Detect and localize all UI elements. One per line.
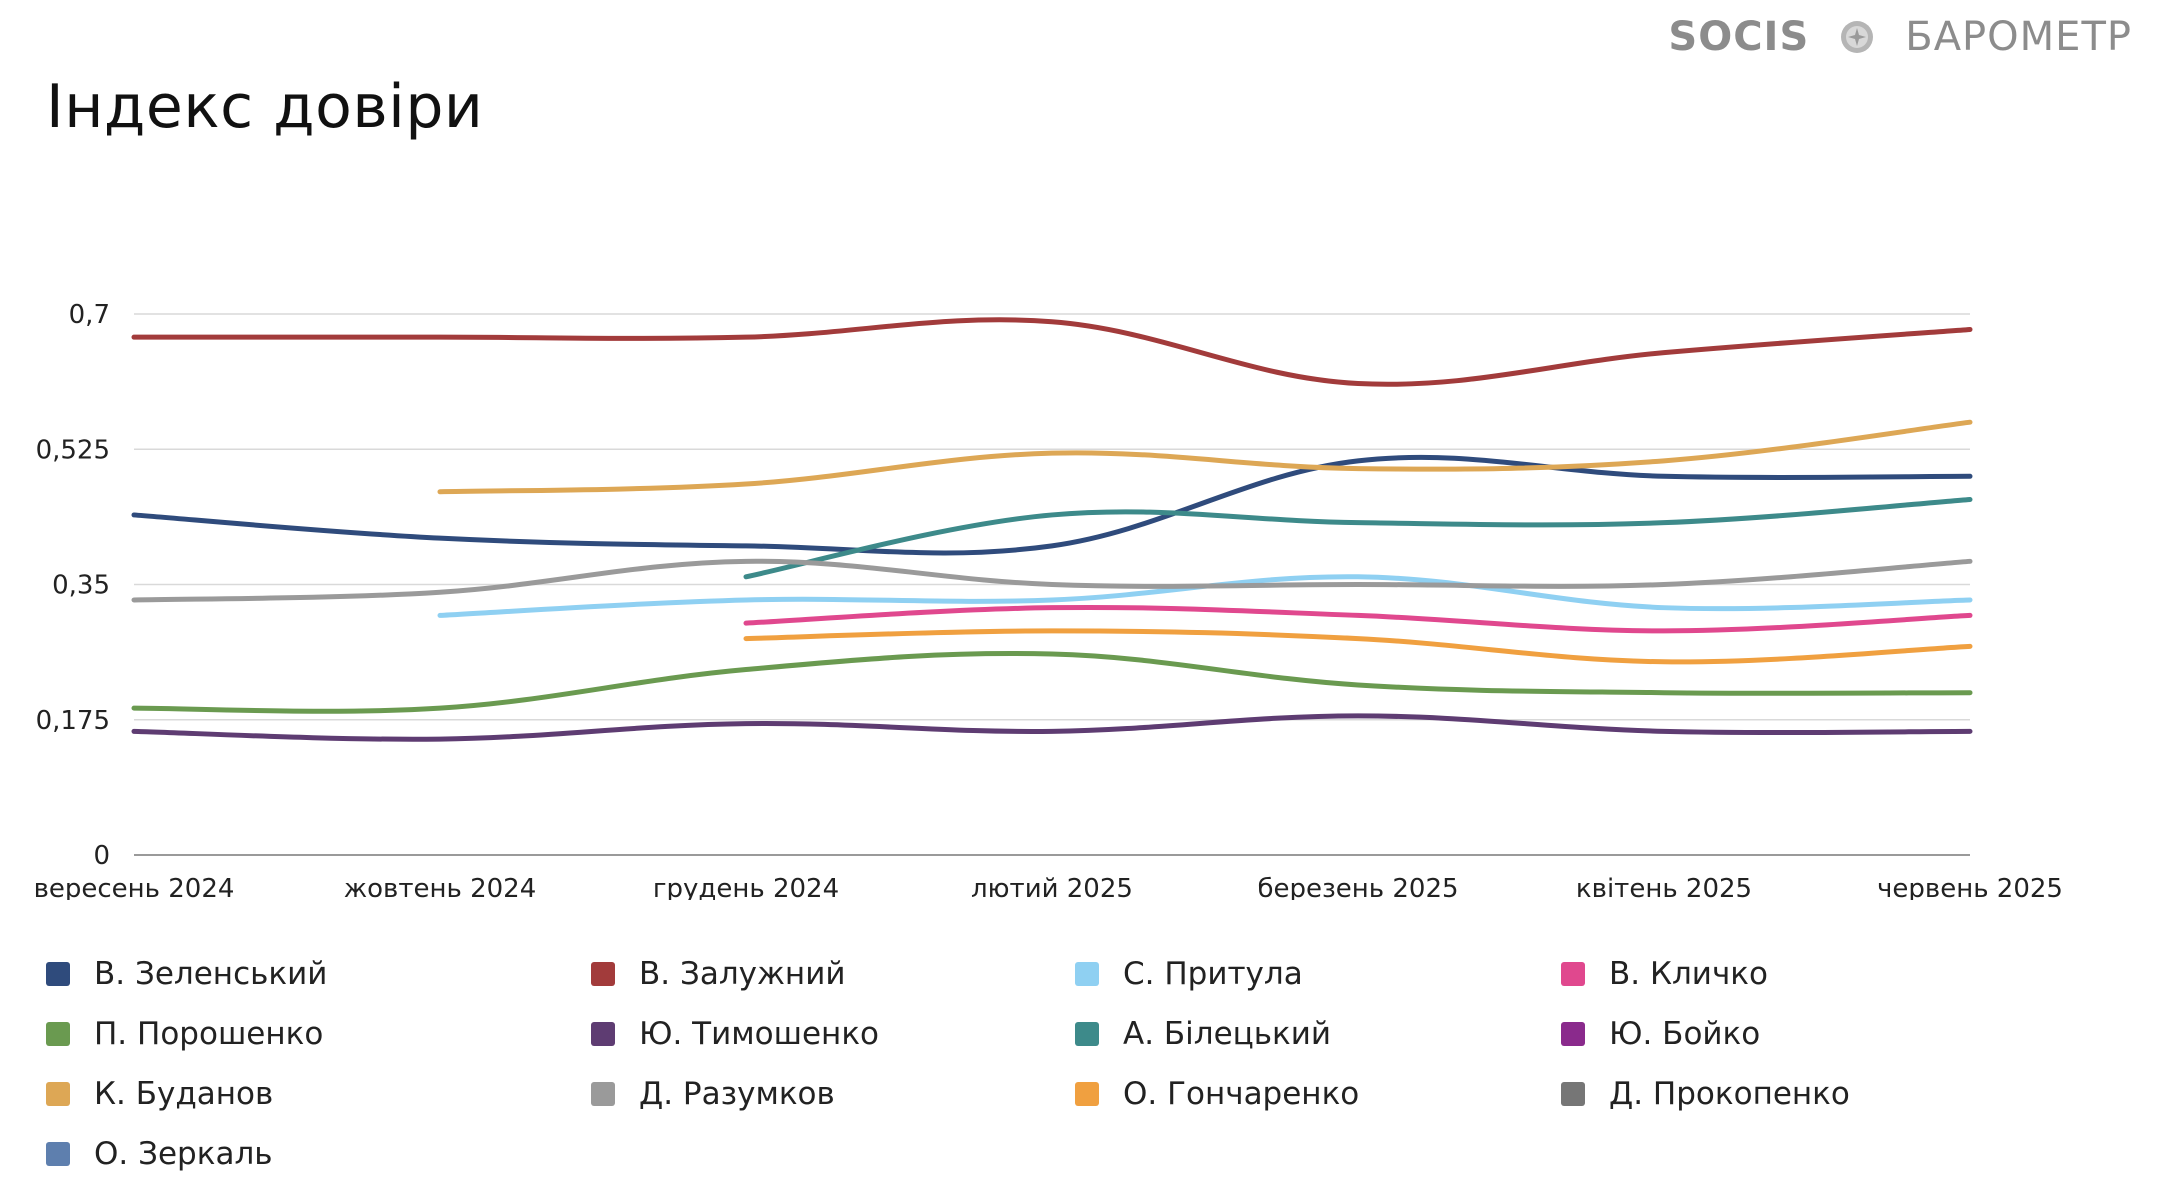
legend-item: О. Зеркаль (46, 1124, 591, 1184)
y-axis-ticks: 0 0,175 0,35 0,525 0,7 (36, 300, 110, 871)
legend-item: С. Притула (1075, 944, 1561, 1004)
series-lines (131, 317, 1973, 742)
legend-swatch (1075, 962, 1099, 986)
legend-item: П. Порошенко (46, 1004, 591, 1064)
legend-label: Ю. Тимошенко (639, 1016, 880, 1052)
legend-item: В. Залужний (591, 944, 1075, 1004)
legend-item: О. Гончаренко (1075, 1064, 1561, 1124)
y-tick-label: 0,35 (52, 571, 110, 601)
series-line (131, 454, 1973, 556)
x-tick-label: вересень 2024 (34, 874, 235, 900)
legend-item: В. Зеленський (46, 944, 591, 1004)
chart-legend: В. Зеленський В. Залужний С. Притула В. Кли… (46, 944, 2021, 1184)
legend-label: В. Кличко (1609, 956, 1768, 992)
legend-label: В. Зеленський (94, 956, 328, 992)
legend-item: Ю. Бойко (1561, 1004, 2021, 1064)
line-chart: 0 0,175 0,35 0,525 0,7 вересень 2024 жовтень … (34, 300, 2063, 900)
legend-swatch (591, 1082, 615, 1106)
legend-label: П. Порошенко (94, 1016, 324, 1052)
y-tick-label: 0,7 (69, 300, 110, 330)
series-line (131, 713, 1973, 742)
series-line (131, 317, 1973, 387)
legend-swatch (46, 1142, 70, 1166)
x-tick-label: жовтень 2024 (344, 874, 537, 900)
y-tick-label: 0,525 (36, 435, 110, 465)
y-tick-label: 0 (93, 841, 110, 871)
series-line (743, 496, 1973, 580)
x-tick-label: березень 2025 (1257, 874, 1458, 900)
emblem-icon (1841, 21, 1874, 53)
x-axis-ticks: вересень 2024 жовтень 2024 грудень 2024 лют… (34, 874, 2063, 900)
x-tick-label: квітень 2025 (1576, 874, 1752, 900)
series-line (131, 558, 1973, 603)
legend-label: Ю. Бойко (1609, 1016, 1761, 1052)
legend-swatch (1075, 1082, 1099, 1106)
x-tick-label: червень 2025 (1877, 874, 2063, 900)
legend-swatch (1561, 1082, 1585, 1106)
legend-label: А. Білецький (1123, 1016, 1332, 1052)
legend-swatch (46, 1082, 70, 1106)
series-line (437, 419, 1973, 495)
legend-label: С. Притула (1123, 956, 1303, 992)
legend-label: О. Гончаренко (1123, 1076, 1360, 1112)
legend-label: О. Зеркаль (94, 1136, 273, 1172)
series-line (743, 628, 1973, 665)
legend-swatch (1561, 962, 1585, 986)
legend-item: А. Білецький (1075, 1004, 1561, 1064)
legend-label: Д. Прокопенко (1609, 1076, 1850, 1112)
page-title: Індекс довіри (46, 72, 484, 142)
legend-swatch (46, 1022, 70, 1046)
legend-item: В. Кличко (1561, 944, 2021, 1004)
x-tick-label: лютий 2025 (971, 874, 1133, 900)
legend-swatch (46, 962, 70, 986)
x-tick-label: грудень 2024 (653, 874, 839, 900)
legend-swatch (591, 962, 615, 986)
legend-item: К. Буданов (46, 1064, 591, 1124)
legend-item: Д. Разумков (591, 1064, 1075, 1124)
legend-swatch (591, 1022, 615, 1046)
legend-label: Д. Разумков (639, 1076, 835, 1112)
legend-item: Ю. Тимошенко (591, 1004, 1075, 1064)
legend-label: К. Буданов (94, 1076, 274, 1112)
barometer-label: БАРОМЕТР (1905, 14, 2132, 60)
series-line (743, 604, 1973, 634)
legend-label: В. Залужний (639, 956, 846, 992)
brand-logo: SOCIS БАРОМЕТР (1668, 14, 2132, 60)
series-line (131, 651, 1973, 714)
legend-swatch (1075, 1022, 1099, 1046)
legend-swatch (1561, 1022, 1585, 1046)
legend-item: Д. Прокопенко (1561, 1064, 2021, 1124)
socis-logo: SOCIS (1668, 14, 1810, 60)
y-tick-label: 0,175 (36, 706, 110, 736)
